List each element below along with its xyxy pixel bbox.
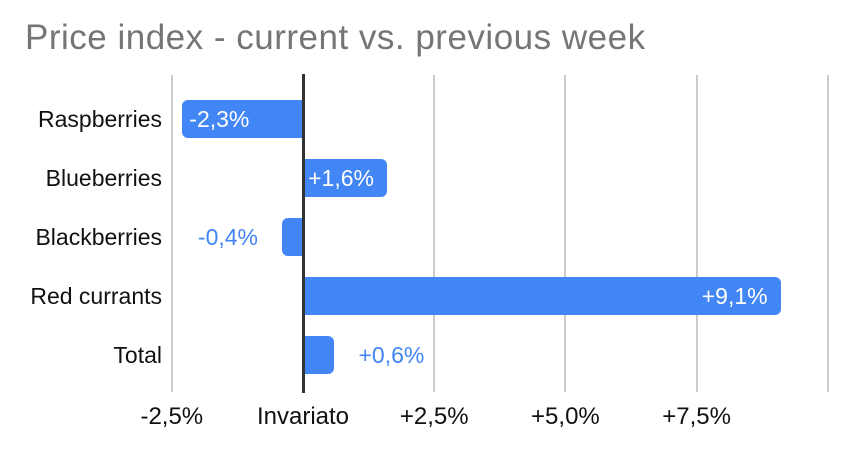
value-label: +1,6% (308, 164, 374, 191)
category-label: Red currants (30, 282, 162, 309)
value-label: +0,6% (358, 341, 425, 368)
gridline (826, 75, 829, 392)
bar (303, 276, 781, 315)
zero-axis-line (301, 74, 305, 393)
bar (182, 99, 303, 138)
x-axis-tick-label: +7,5% (662, 403, 731, 430)
x-axis-tick-label: Invariato (256, 403, 350, 430)
bar (303, 158, 387, 197)
gridline (695, 75, 698, 392)
bar (303, 335, 335, 374)
category-label: Total (113, 341, 162, 368)
value-label: -2,3% (189, 105, 250, 132)
gridline (564, 75, 567, 392)
x-axis-tick-label: +2,5% (399, 403, 469, 430)
x-axis-tick-label: +5,0% (531, 403, 600, 430)
value-label: -0,4% (197, 223, 259, 250)
value-label: +9,1% (701, 282, 768, 309)
category-label: Raspberries (38, 105, 162, 132)
x-axis-tick-label: -2,5% (140, 403, 204, 430)
chart-title: Price index - current vs. previous week (25, 18, 646, 57)
category-label: Blackberries (35, 223, 162, 250)
category-label: Blueberries (45, 164, 162, 191)
gridline (170, 75, 173, 392)
bar (282, 217, 303, 256)
gridline (433, 75, 436, 392)
